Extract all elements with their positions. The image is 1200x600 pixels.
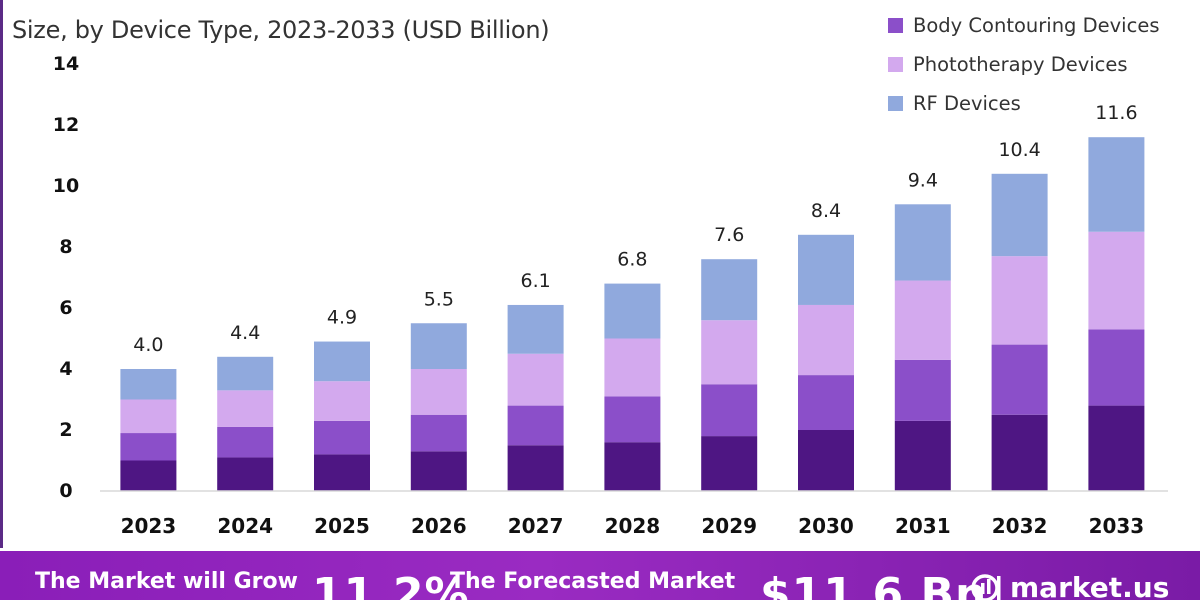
y-axis: 0 2 4 6 8 10 12 14 <box>53 53 79 502</box>
total-data-label: 5.5 <box>424 288 454 310</box>
market-value: $11.6 Bn <box>760 569 988 600</box>
x-tick-label: 2028 <box>605 514 661 538</box>
total-data-label: 6.8 <box>617 249 647 271</box>
bar-segment <box>894 420 951 491</box>
bar-segment <box>798 234 854 305</box>
bar-chart-icon <box>971 573 1001 600</box>
footer-banner: The Market will Grow 11.2% The Forecaste… <box>0 551 1200 600</box>
y-tick-label: 0 <box>59 480 72 502</box>
x-tick-label: 2023 <box>121 514 177 538</box>
y-tick-label: 14 <box>53 53 79 75</box>
bar-segment <box>217 457 274 491</box>
y-tick-label: 2 <box>59 419 72 441</box>
bar-segment <box>894 204 951 281</box>
total-data-label: 6.1 <box>520 270 550 292</box>
brand-name: market.us <box>1010 571 1170 600</box>
bar-segment <box>1088 231 1145 330</box>
bar-segment <box>894 359 951 421</box>
x-tick-label: 2032 <box>992 514 1048 538</box>
left-accent-bar <box>0 0 3 548</box>
grow-text: The Market will Grow <box>35 569 298 594</box>
legend-item: RF Devices <box>888 84 1159 123</box>
bars <box>120 137 1145 491</box>
legend-item: Phototherapy Devices <box>888 45 1159 84</box>
legend-label: Phototherapy Devices <box>913 53 1128 76</box>
bar-segment <box>120 399 177 434</box>
bar-segment <box>701 384 758 437</box>
bar-segment <box>604 396 661 443</box>
y-tick-label: 10 <box>53 175 79 197</box>
legend-label: RF Devices <box>913 92 1021 115</box>
bar-segment <box>1088 405 1145 491</box>
total-data-label: 11.6 <box>1095 102 1137 124</box>
legend-label: Body Contouring Devices <box>913 14 1160 37</box>
cagr-value: 11.2% <box>312 569 470 600</box>
bar-segment <box>120 433 177 461</box>
x-tick-label: 2031 <box>895 514 951 538</box>
bar-segment <box>410 451 467 491</box>
bar-segment <box>991 173 1048 257</box>
legend-swatch <box>888 57 903 72</box>
y-tick-label: 4 <box>59 358 72 380</box>
bar-segment <box>701 259 758 321</box>
bar-segment <box>701 436 758 491</box>
x-tick-label: 2025 <box>314 514 370 538</box>
bar-segment <box>314 454 370 491</box>
forecast-text: The Forecasted Market <box>450 569 736 594</box>
chart-title: Size, by Device Type, 2023-2033 (USD Bil… <box>12 16 550 44</box>
bar-segment <box>604 442 661 491</box>
total-data-label: 8.4 <box>811 200 841 222</box>
legend: Body Contouring Devices Phototherapy Devi… <box>888 6 1159 123</box>
bar-segment <box>120 460 177 491</box>
x-tick-label: 2033 <box>1089 514 1145 538</box>
y-tick-label: 8 <box>59 236 72 258</box>
bar-segment <box>217 390 274 427</box>
bar-segment <box>217 356 274 391</box>
bar-segment <box>991 256 1048 345</box>
bar-segment <box>1088 329 1145 406</box>
x-tick-label: 2026 <box>411 514 467 538</box>
legend-item: Body Contouring Devices <box>888 6 1159 45</box>
bar-segment <box>120 369 177 400</box>
bar-segment <box>217 426 274 458</box>
bar-segment <box>1088 137 1145 232</box>
total-data-label: 7.6 <box>714 224 744 246</box>
bar-segment <box>798 304 854 376</box>
total-data-label: 10.4 <box>998 139 1040 161</box>
total-data-label: 4.0 <box>133 334 163 356</box>
bar-segment <box>798 375 854 430</box>
x-tick-label: 2029 <box>701 514 757 538</box>
bar-segment <box>894 280 951 360</box>
total-labels: 4.0 4.4 4.9 5.5 6.1 6.8 7.6 8.4 9.4 10.4 11.6 <box>133 102 1137 356</box>
chart-area: 0 2 4 6 8 10 12 14 4.0 4.4 4.9 5.5 6.1 6.8 7.6 8.4 9.4 1… <box>53 53 1168 538</box>
brand-logo[interactable]: market.us <box>970 571 1169 600</box>
y-tick-label: 12 <box>53 114 79 136</box>
x-axis: 2023 2024 2025 2026 2027 2028 2029 2030 2031 2032… <box>100 490 1168 538</box>
bar-segment <box>314 341 370 382</box>
bar-segment <box>507 353 564 406</box>
bar-segment <box>798 430 854 491</box>
bar-segment <box>410 369 467 415</box>
bar-segment <box>314 420 370 455</box>
bar-segment <box>410 323 467 369</box>
total-data-label: 9.4 <box>908 169 938 191</box>
total-data-label: 4.9 <box>327 307 357 329</box>
legend-swatch <box>888 96 903 111</box>
bar-segment <box>314 381 370 421</box>
bar-segment <box>604 338 661 397</box>
bar-segment <box>507 445 564 491</box>
x-tick-label: 2024 <box>217 514 273 538</box>
bar-segment <box>507 304 564 354</box>
y-tick-label: 6 <box>59 297 72 319</box>
bar-segment <box>604 283 661 339</box>
bar-segment <box>507 405 564 446</box>
x-tick-label: 2030 <box>798 514 854 538</box>
total-data-label: 4.4 <box>230 322 260 344</box>
bar-segment <box>410 414 467 452</box>
bar-segment <box>701 320 758 385</box>
x-tick-label: 2027 <box>508 514 564 538</box>
bar-segment <box>991 414 1048 491</box>
bar-segment <box>991 344 1048 415</box>
legend-swatch <box>888 18 903 33</box>
